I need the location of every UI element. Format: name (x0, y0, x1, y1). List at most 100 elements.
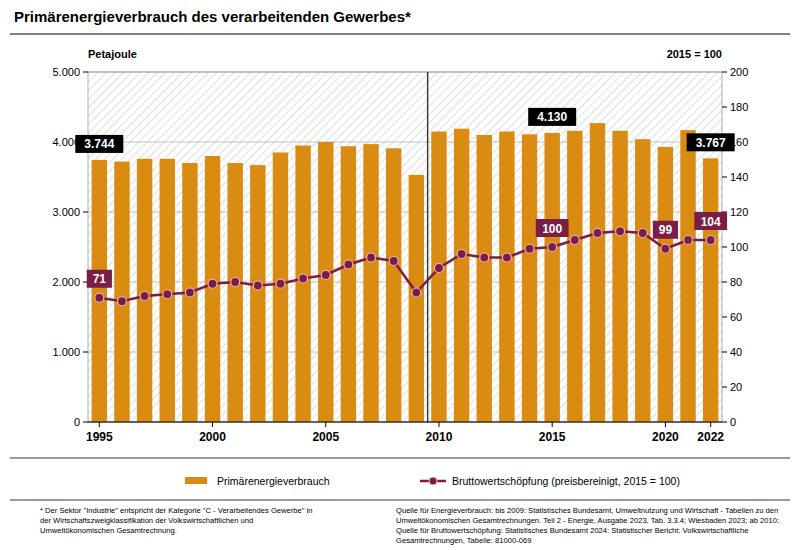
y-tick-label: 1.000 (52, 346, 80, 358)
bar-data-label: 4.130 (537, 110, 567, 124)
x-tick-label: 2020 (652, 430, 679, 444)
line-marker (117, 297, 126, 306)
y-tick-label: 0 (74, 416, 80, 428)
title-rule (10, 34, 790, 35)
y-tick (83, 212, 88, 213)
bar (227, 163, 242, 422)
source: Gesamtrechnungen, Tabelle: 81000-069 (396, 536, 531, 545)
bar (273, 153, 288, 423)
bar (658, 147, 673, 422)
line-data-label: 100 (542, 222, 562, 236)
y2-tick-label: 120 (730, 206, 748, 218)
bar (295, 146, 310, 423)
x-tick (665, 422, 666, 427)
y2-tick (722, 107, 727, 108)
series-break (427, 72, 428, 422)
line-data-label: 71 (93, 272, 107, 286)
line-marker (457, 250, 466, 259)
footnote: * Der Sektor "Industrie" entspricht der … (40, 506, 312, 515)
legend-label: Primärenergieverbrauch (217, 475, 330, 487)
line-marker (367, 253, 376, 262)
x-axis (88, 422, 722, 423)
marks (92, 123, 719, 422)
bar (114, 162, 129, 422)
legend-swatch (185, 477, 207, 484)
y2-tick-label: 100 (730, 241, 748, 253)
line-marker (276, 279, 285, 288)
bar-data-label-box (528, 108, 576, 126)
y2-tick-label: 200 (730, 66, 748, 78)
y2-tick (722, 387, 727, 388)
bar (635, 139, 650, 422)
y2-tick (722, 247, 727, 248)
line-data-label-box (536, 219, 569, 237)
y-tick (83, 72, 88, 73)
bar (409, 175, 424, 422)
y2-tick (722, 317, 727, 318)
x-tick-label: 2005 (312, 430, 339, 444)
grid-line (88, 422, 722, 423)
line-marker (661, 244, 670, 253)
line-marker (638, 229, 647, 238)
source: Quelle für Energieverbrauch: bis 2009: S… (396, 506, 778, 515)
y-tick (83, 352, 88, 353)
chart: Primärenergieverbrauch des verarbeitende… (0, 0, 800, 550)
footnote: der Wirtschaftszweigklassifikation der V… (40, 516, 253, 525)
x-tick (438, 422, 439, 427)
y2-tick (722, 352, 727, 353)
y2-tick-label: 180 (730, 101, 748, 113)
bar (522, 134, 537, 422)
bar (544, 133, 559, 422)
line-marker (412, 288, 421, 297)
x-tick (212, 422, 213, 427)
bar (499, 132, 514, 423)
line-data-label-box (694, 212, 727, 230)
line-marker (570, 236, 579, 245)
y2-tick (722, 422, 727, 423)
y2-tick-label: 0 (730, 416, 736, 428)
bar-data-label-box (75, 135, 123, 153)
title: Primärenergieverbrauch des verarbeitende… (14, 8, 411, 25)
source: Umweltökonomischen Gesamtrechnungen. Tei… (396, 516, 779, 525)
footnote: Umweltökonomischen Gesamtrechnung. (40, 526, 177, 535)
y2-tick-label: 40 (730, 346, 742, 358)
bar (386, 148, 401, 422)
bar (567, 131, 582, 422)
grid-line (88, 72, 722, 73)
y2-tick (722, 72, 727, 73)
bar-data-label-box (687, 133, 735, 151)
source: Quelle für Bruttowertschöpfung: Statisti… (396, 526, 748, 535)
line-marker (480, 253, 489, 262)
line-data-label: 104 (701, 215, 721, 229)
line-marker (525, 244, 534, 253)
bar (205, 156, 220, 422)
line-marker (389, 257, 398, 266)
legend-label: Bruttowertschöpfung (preisbereinigt, 201… (452, 475, 680, 487)
line-data-label-box (87, 270, 112, 288)
bar-data-label: 3.744 (84, 137, 114, 151)
y2-axis-label: 2015 = 100 (667, 48, 722, 60)
bar (454, 129, 469, 422)
legend-marker (429, 477, 437, 485)
bar (703, 158, 718, 422)
bar (612, 131, 627, 422)
y2-tick-label: 60 (730, 311, 742, 323)
x-tick-label: 1995 (86, 430, 113, 444)
y2-tick-label: 80 (730, 276, 742, 288)
plot-background (88, 72, 722, 422)
bar (431, 132, 446, 423)
line-marker (321, 271, 330, 280)
line-marker (253, 281, 262, 290)
line-marker (208, 279, 217, 288)
x-tick (552, 422, 553, 427)
line-marker (140, 292, 149, 301)
bar (250, 165, 265, 422)
line-marker (163, 290, 172, 299)
line-marker (344, 260, 353, 269)
line-marker (706, 236, 715, 245)
bar (318, 142, 333, 422)
x-tick-label: 2022 (697, 430, 724, 444)
y-axis-label: Petajoule (88, 48, 137, 60)
x-tick-label: 2000 (199, 430, 226, 444)
bar (590, 123, 605, 422)
